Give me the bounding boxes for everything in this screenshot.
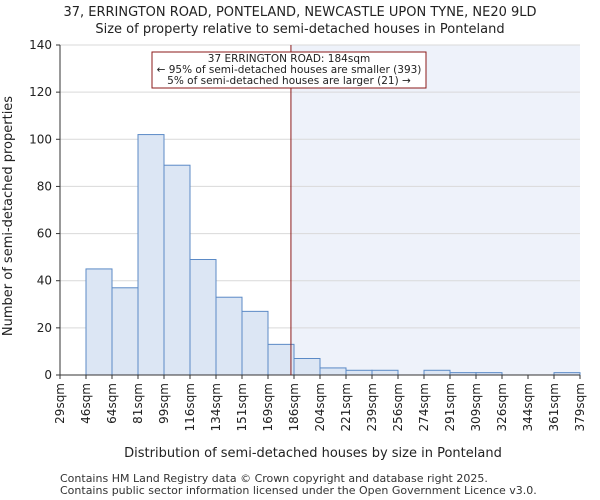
x-tick-label: 309sqm	[469, 383, 483, 431]
bar	[111, 287, 139, 376]
larger-region-shade	[290, 45, 580, 375]
x-tick-label: 361sqm	[547, 383, 561, 431]
x-axis-label: Distribution of semi-detached houses by …	[124, 446, 502, 461]
annotation-box	[151, 51, 427, 89]
annotation-line: ← 95% of semi-detached houses are smalle…	[157, 64, 422, 76]
x-tick-label: 64sqm	[105, 383, 119, 424]
bar	[137, 134, 165, 376]
bar	[267, 343, 295, 376]
y-tick-label: 0	[44, 368, 52, 382]
bar	[293, 358, 321, 376]
y-tick-label: 80	[37, 179, 52, 193]
x-tick-label: 169sqm	[261, 383, 275, 431]
bar	[345, 369, 373, 376]
bar	[215, 296, 243, 376]
x-tick-label: 134sqm	[209, 383, 223, 431]
bar	[163, 164, 191, 376]
bar	[423, 369, 451, 376]
y-axis-label: Number of semi-detached properties	[1, 96, 16, 336]
annotation-line: 37 ERRINGTON ROAD: 184sqm	[208, 53, 370, 65]
bar	[319, 367, 347, 376]
x-tick-label: 204sqm	[313, 383, 327, 431]
annotation-line: 5% of semi-detached houses are larger (2…	[167, 75, 411, 87]
x-tick-label: 379sqm	[573, 383, 587, 431]
x-tick-label: 29sqm	[53, 383, 67, 424]
chart-subtitle: Size of property relative to semi-detach…	[95, 22, 504, 37]
x-tick-label: 186sqm	[287, 383, 301, 431]
plot-area: 0 20 40 60 80 100 120 140 29sqm 46sqm 64sqm 81sqm 99…	[29, 38, 587, 431]
bar	[85, 268, 113, 376]
x-tick-label: 99sqm	[157, 383, 171, 424]
footer-licence: Contains public sector information licen…	[60, 484, 537, 497]
bar	[241, 310, 269, 376]
y-tick-label: 140	[29, 38, 52, 52]
x-tick-label: 344sqm	[521, 383, 535, 431]
x-tick-label: 291sqm	[443, 383, 457, 431]
x-tick-label: 46sqm	[79, 383, 93, 424]
x-tick-label: 81sqm	[131, 383, 145, 424]
x-tick-label: 221sqm	[339, 383, 353, 431]
y-tick-label: 120	[29, 85, 52, 99]
footer-copyright: Contains HM Land Registry data © Crown c…	[60, 472, 488, 485]
y-tick-label: 40	[37, 274, 52, 288]
chart-title: 37, ERRINGTON ROAD, PONTELAND, NEWCASTLE…	[63, 5, 536, 20]
bar	[371, 369, 399, 376]
x-tick-label: 274sqm	[417, 383, 431, 431]
bar	[189, 259, 217, 376]
y-tick-label: 60	[37, 227, 52, 241]
x-tick-label: 151sqm	[235, 383, 249, 431]
x-tick-label: 116sqm	[183, 383, 197, 431]
x-tick-label: 239sqm	[365, 383, 379, 431]
x-tick-label: 326sqm	[495, 383, 509, 431]
y-tick-label: 20	[37, 321, 52, 335]
x-tick-label: 256sqm	[391, 383, 405, 431]
y-tick-label: 100	[29, 132, 52, 146]
